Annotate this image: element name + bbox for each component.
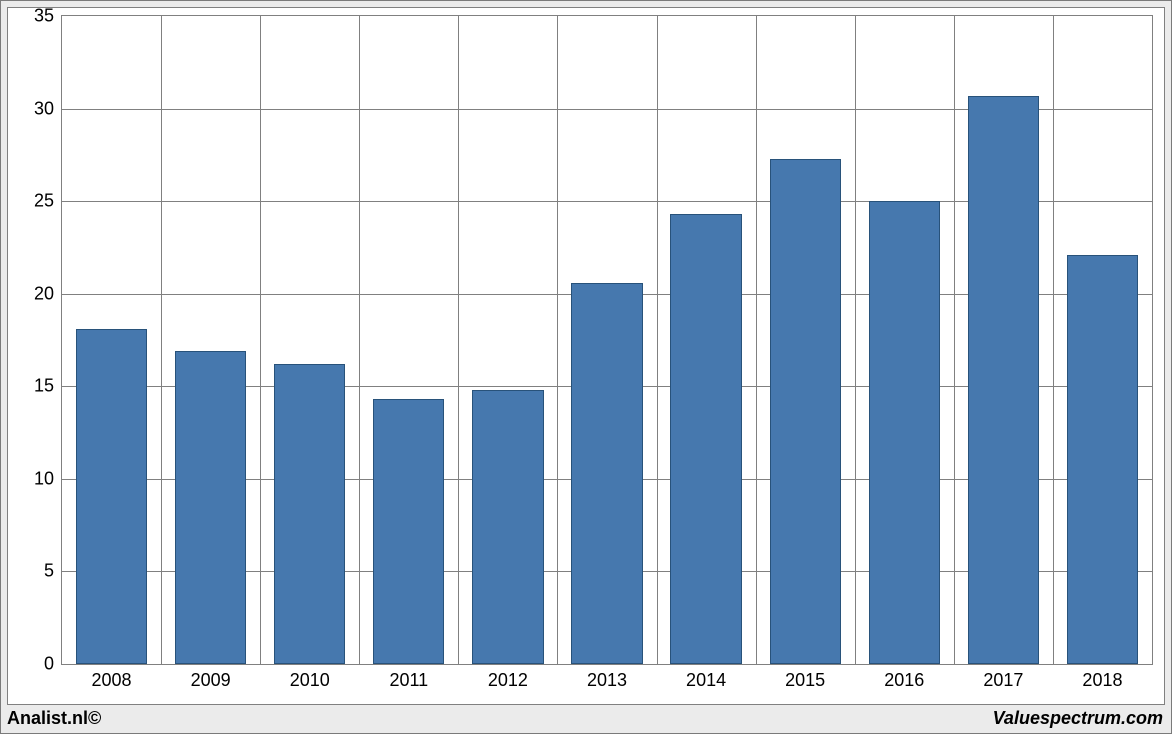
footer-left-credit: Analist.nl© [7, 708, 101, 729]
footer-right-credit: Valuespectrum.com [993, 708, 1163, 729]
gridline-vertical [260, 16, 261, 664]
gridline-vertical [855, 16, 856, 664]
x-axis-tick-label: 2009 [191, 670, 231, 691]
plot-area [62, 16, 1152, 664]
gridline-vertical [756, 16, 757, 664]
y-axis-tick-label: 0 [8, 654, 54, 675]
y-axis-tick-label: 5 [8, 561, 54, 582]
bar [175, 351, 246, 664]
y-axis-tick-label: 30 [8, 98, 54, 119]
bar [373, 399, 444, 664]
gridline-vertical [954, 16, 955, 664]
figure-outer: 0 5 10 15 20 25 30 35 2008 2009 2010 2011 2012 2013 20… [0, 0, 1172, 734]
x-axis-tick-label: 2015 [785, 670, 825, 691]
bar [274, 364, 345, 664]
y-axis-tick-label: 10 [8, 468, 54, 489]
x-axis-tick-label: 2011 [389, 670, 428, 691]
x-axis-tick-label: 2008 [92, 670, 132, 691]
x-axis-tick-label: 2012 [488, 670, 528, 691]
gridline-vertical [557, 16, 558, 664]
gridline-vertical [359, 16, 360, 664]
bar [770, 159, 841, 664]
bar [76, 329, 147, 664]
x-axis-tick-label: 2013 [587, 670, 627, 691]
chart-panel: 0 5 10 15 20 25 30 35 2008 2009 2010 2011 2012 2013 20… [7, 7, 1165, 705]
bar [472, 390, 543, 664]
bar [1067, 255, 1138, 664]
y-axis-tick-label: 15 [8, 376, 54, 397]
gridline-vertical [657, 16, 658, 664]
gridline-vertical [458, 16, 459, 664]
x-axis-tick-label: 2010 [290, 670, 330, 691]
bar [869, 201, 940, 664]
y-axis-tick-label: 35 [8, 6, 54, 27]
y-axis-tick-label: 25 [8, 191, 54, 212]
x-axis-tick-label: 2018 [1082, 670, 1122, 691]
x-axis-tick-label: 2014 [686, 670, 726, 691]
x-axis-tick-label: 2016 [884, 670, 924, 691]
x-axis-tick-label: 2017 [983, 670, 1023, 691]
bar [968, 96, 1039, 664]
bar [571, 283, 642, 664]
gridline-vertical [161, 16, 162, 664]
y-axis-tick-label: 20 [8, 283, 54, 304]
gridline-vertical [1053, 16, 1054, 664]
bar [670, 214, 741, 664]
